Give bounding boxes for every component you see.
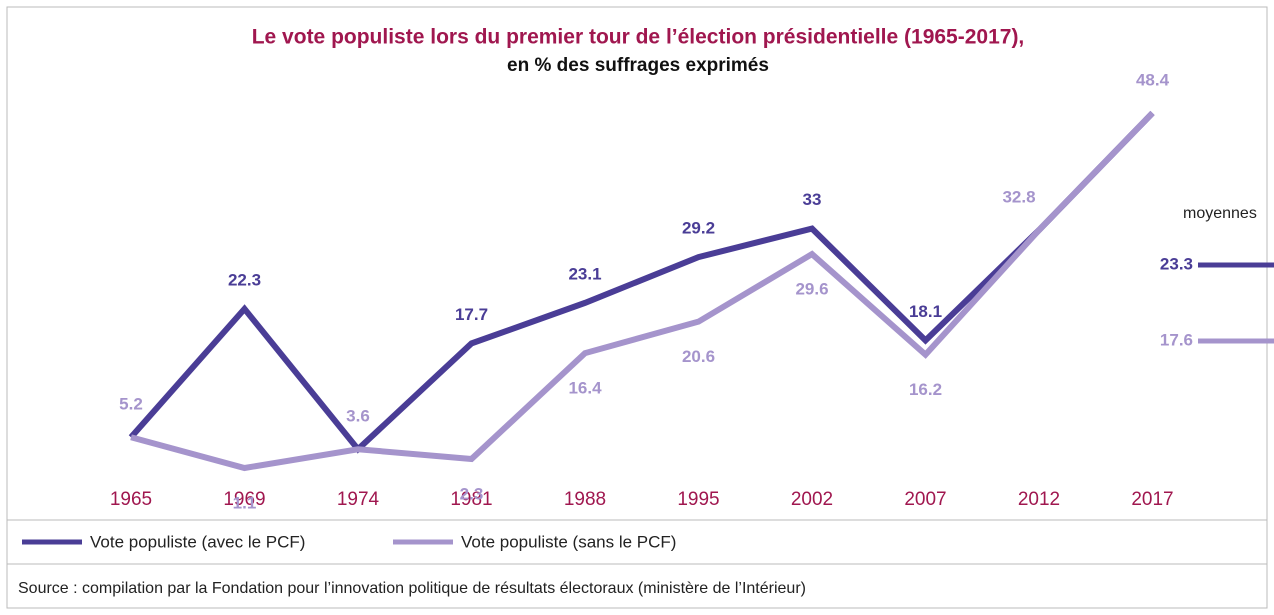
data-label: 23.1	[568, 264, 601, 283]
x-tick-label: 1965	[110, 489, 152, 510]
x-tick-label: 1988	[564, 489, 606, 510]
averages-label: moyennes	[1183, 205, 1257, 222]
data-label: 29.2	[682, 219, 715, 238]
average-label: 17.6	[1160, 330, 1193, 349]
x-tick-label: 2017	[1131, 489, 1173, 510]
x-tick-label: 1974	[337, 489, 380, 510]
data-label: 33	[803, 190, 822, 209]
x-tick-label: 2012	[1018, 489, 1060, 510]
chart-title: Le vote populiste lors du premier tour d…	[252, 26, 1025, 49]
legend-label: Vote populiste (sans le PCF)	[461, 532, 676, 551]
data-label: 32.8	[1002, 188, 1035, 207]
legend-label: Vote populiste (avec le PCF)	[90, 532, 305, 551]
data-label: 16.2	[909, 380, 942, 399]
data-label: 18.1	[909, 302, 942, 321]
data-label: 1.1	[233, 493, 257, 512]
x-tick-label: 1995	[677, 489, 719, 510]
data-label: 16.4	[568, 379, 602, 398]
data-label: 20.6	[682, 347, 715, 366]
data-label: 17.7	[455, 305, 488, 324]
data-label: 2.3	[460, 484, 484, 503]
data-label: 22.3	[228, 270, 261, 289]
series-line	[128, 110, 1155, 454]
data-label: 5.2	[119, 395, 143, 414]
chart-subtitle: en % des suffrages exprimés	[507, 55, 769, 76]
average-label: 23.3	[1160, 254, 1193, 273]
x-tick-label: 1969	[223, 489, 265, 510]
source: Source : compilation par la Fondation po…	[18, 580, 806, 597]
x-tick-label: 2007	[904, 489, 946, 510]
frame	[6, 6, 1268, 609]
x-tick-label: 2002	[791, 489, 833, 510]
series-line	[130, 110, 1155, 472]
data-label: 3.6	[346, 407, 370, 426]
data-label: 48.4	[1136, 70, 1170, 89]
data-label: 29.6	[795, 280, 828, 299]
x-tick-label: 1981	[450, 489, 492, 510]
